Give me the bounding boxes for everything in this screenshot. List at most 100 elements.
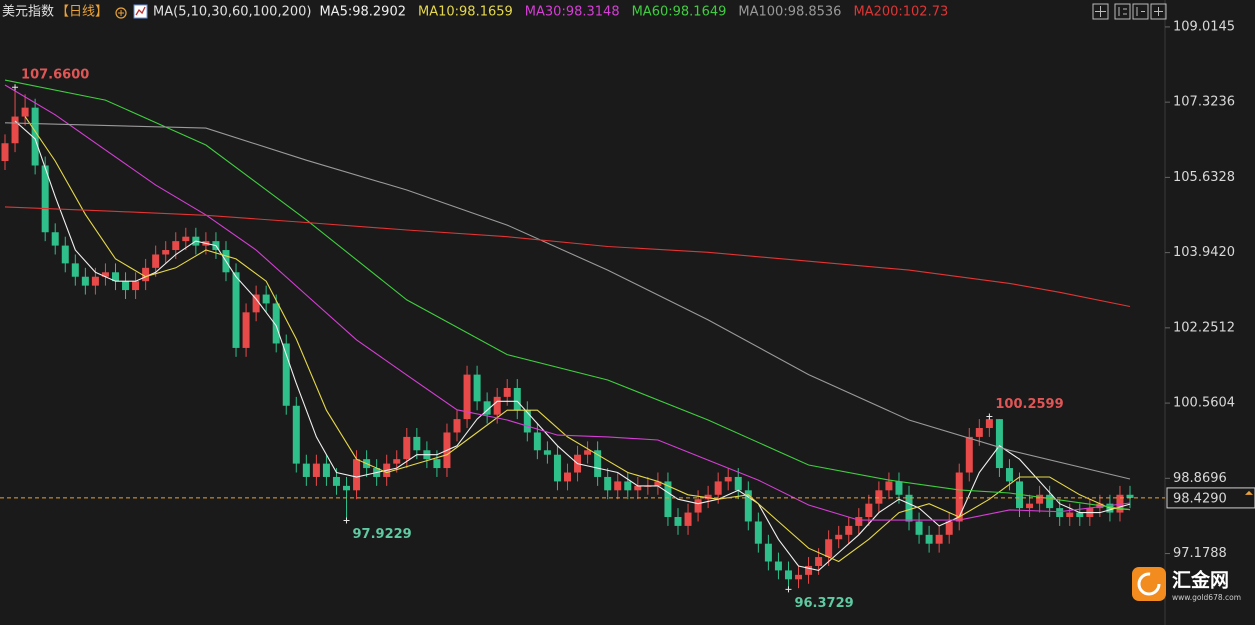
logo-name: 汇金网: [1172, 569, 1229, 592]
candle-body: [925, 534, 933, 544]
candle-body: [81, 276, 89, 286]
candle-body: [995, 419, 1003, 469]
period-label[interactable]: 【日线】: [56, 5, 108, 20]
candle-body: [1076, 512, 1084, 518]
candle-body: [845, 525, 853, 535]
candle-body: [754, 521, 762, 544]
last-price-label: 98.4290: [1173, 491, 1227, 506]
candle-body: [1026, 503, 1034, 509]
tool-reset[interactable]: [1150, 3, 1167, 20]
ma-params[interactable]: MA(5,10,30,60,100,200): [153, 5, 311, 20]
candle-body: [433, 459, 441, 469]
extreme-marker: [12, 84, 19, 91]
candle-body: [413, 436, 421, 451]
candle-body: [724, 476, 732, 482]
candle-body: [393, 459, 401, 464]
tool-zoom-in[interactable]: [1114, 3, 1131, 20]
tool-crosshair[interactable]: [1092, 3, 1109, 20]
tool-zoom-out[interactable]: [1132, 3, 1149, 20]
last-price-box: [1166, 487, 1255, 509]
candle-body: [162, 250, 170, 255]
candle-body: [805, 565, 813, 575]
candle-body: [1126, 494, 1134, 498]
candle-body: [935, 534, 943, 544]
chart-title: 美元指数: [2, 5, 54, 20]
candle-body: [292, 405, 300, 464]
legend-entry: MA5:98.2902: [319, 5, 406, 20]
y-tick-label: 105.6328: [1173, 170, 1235, 185]
candle-body: [332, 476, 340, 486]
indicator-icon[interactable]: [133, 4, 148, 19]
candle-body: [523, 410, 531, 433]
candle-body: [614, 481, 622, 491]
candle-body: [664, 481, 672, 518]
candle-body: [403, 436, 411, 460]
candle-body: [312, 463, 320, 477]
candle-body: [41, 165, 49, 233]
y-tick-label: 103.9420: [1173, 245, 1235, 260]
ma-line: [4, 122, 1131, 480]
extreme-label: 107.6600: [21, 68, 89, 83]
header: 美元指数 【日线】 MA(5,10,30,60,100,200) MA5:98.…: [2, 4, 948, 20]
candle-body: [654, 481, 662, 486]
candle-body: [1116, 494, 1124, 513]
candle-body: [493, 396, 501, 415]
candle-body: [252, 294, 260, 313]
candle-body: [132, 281, 140, 291]
y-tick-label: 109.0145: [1173, 19, 1235, 34]
candle-body: [473, 374, 481, 402]
ma-line: [4, 79, 1131, 511]
candle-body: [152, 254, 160, 268]
y-tick-label: 100.5604: [1173, 396, 1235, 411]
candle-body: [353, 459, 361, 491]
extreme-marker: [343, 517, 350, 524]
candle-body: [875, 490, 883, 504]
candle-body: [624, 481, 632, 491]
ma-line: [4, 84, 1131, 521]
candle-body: [172, 241, 180, 251]
candle-body: [634, 485, 642, 491]
candle-body: [764, 543, 772, 562]
candle-body: [734, 476, 742, 491]
candle-body: [122, 281, 130, 291]
candle-body: [31, 107, 39, 166]
extreme-label: 97.9229: [353, 527, 412, 542]
candle-body: [674, 517, 682, 526]
candle-body: [101, 272, 109, 277]
ma-line: [24, 116, 1131, 563]
candle-body: [71, 263, 79, 277]
candle-body: [905, 494, 913, 522]
candle-body: [885, 481, 893, 491]
candle-body: [463, 374, 471, 420]
candle-body: [865, 503, 873, 518]
candle-body: [584, 450, 592, 455]
candle-body: [483, 401, 491, 415]
settings-icon[interactable]: [115, 7, 127, 19]
candle-body: [553, 454, 561, 482]
candle-body: [182, 236, 190, 242]
candle-body: [815, 557, 823, 566]
legend-entry: MA100:98.8536: [738, 5, 841, 20]
candle-body: [272, 303, 280, 344]
candle-body: [1005, 468, 1013, 482]
candle-body: [503, 387, 511, 397]
candle-body: [774, 561, 782, 571]
candle-body: [302, 463, 310, 477]
legend-entry: MA200:102.73: [853, 5, 948, 20]
candle-body: [1046, 494, 1054, 509]
candle-body: [242, 312, 250, 348]
legend-entry: MA30:98.3148: [525, 5, 620, 20]
candle-body: [855, 517, 863, 526]
candle-body: [744, 490, 752, 522]
candle-body: [784, 570, 792, 580]
candle-body: [262, 294, 270, 304]
candle-body: [453, 419, 461, 433]
candle-body: [604, 476, 612, 491]
candle-body: [232, 272, 240, 348]
candle-body: [915, 521, 923, 535]
candle-body: [1066, 512, 1074, 518]
candle-body: [11, 116, 19, 144]
candle-body: [51, 232, 59, 246]
